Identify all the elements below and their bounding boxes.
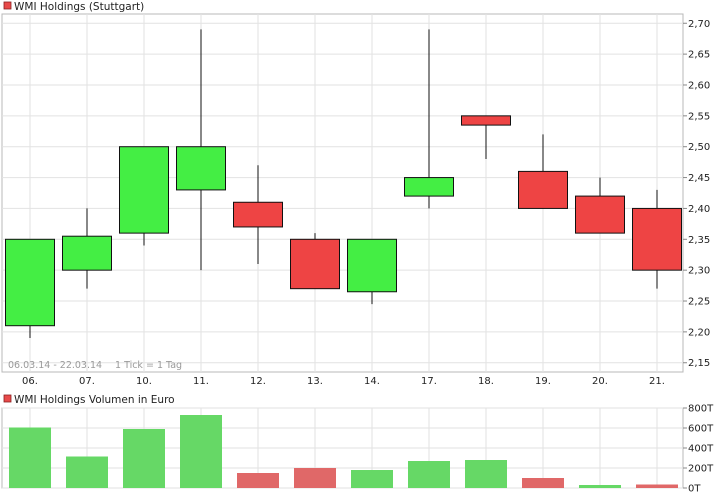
volume-bar	[522, 478, 564, 488]
volume-bar	[180, 415, 222, 488]
volume-bar	[66, 456, 108, 488]
candle-body	[5, 238, 55, 327]
price-x-tick-label: 13.	[307, 376, 323, 387]
price-grid	[2, 14, 683, 372]
price-legend-swatch	[3, 1, 12, 10]
price-y-tick-label: 2,60	[688, 80, 710, 91]
candle-body	[461, 115, 511, 126]
candle-body	[404, 177, 454, 197]
candle-body	[290, 238, 340, 290]
price-panel: 2,15 2,20 2,25 2,30 2,35 2,40 2,45 2,50 2,55 2,60…	[1, 13, 710, 387]
volume-y-tick-label: 800T	[688, 404, 714, 415]
price-x-axis: 06. 07. 10. 11. 12. 13. 14. 17. 18. 19. 20. 21.	[22, 376, 665, 387]
price-y-tick-label: 2,20	[688, 327, 710, 338]
price-x-tick-label: 12.	[250, 376, 266, 387]
volume-bar	[351, 470, 393, 488]
price-x-tick-label: 14.	[364, 376, 380, 387]
price-candles	[5, 29, 682, 339]
volume-y-tick-label: 200T	[688, 464, 714, 475]
price-x-tick-label: 17.	[421, 376, 437, 387]
price-y-tick-label: 2,45	[688, 173, 710, 184]
volume-bars	[9, 415, 678, 488]
volume-legend-swatch	[3, 394, 12, 403]
candle-body	[233, 201, 283, 228]
price-y-tick-label: 2,65	[688, 50, 710, 61]
volume-y-tick-label: 600T	[688, 424, 714, 435]
candle-body	[62, 235, 112, 271]
price-y-tick-label: 2,35	[688, 235, 710, 246]
volume-bar	[123, 429, 165, 488]
price-x-tick-label: 11.	[193, 376, 209, 387]
price-y-tick-label: 2,30	[688, 266, 710, 277]
date-range-label: 06.03.14 - 22.03.14	[8, 360, 102, 371]
volume-bar	[465, 460, 507, 488]
volume-grid	[2, 407, 683, 489]
price-y-tick-label: 2,55	[688, 111, 710, 122]
volume-bar	[294, 468, 336, 488]
price-chart-title: WMI Holdings (Stuttgart)	[14, 1, 144, 13]
candle-body	[119, 146, 169, 234]
price-x-tick-label: 21.	[649, 376, 665, 387]
volume-bar	[237, 473, 279, 488]
price-x-tick-label: 06.	[22, 376, 38, 387]
tick-info-label: 1 Tick = 1 Tag	[115, 360, 182, 371]
price-plot-frame	[1, 13, 684, 373]
price-x-tick-label: 18.	[478, 376, 494, 387]
price-x-tick-label: 10.	[136, 376, 152, 387]
volume-bar	[579, 485, 621, 488]
price-y-tick-label: 2,15	[688, 358, 710, 369]
price-x-tick-label: 07.	[79, 376, 95, 387]
volume-bar	[408, 461, 450, 488]
candle-body	[347, 238, 397, 293]
price-y-tick-label: 2,70	[688, 19, 710, 30]
candle-body	[575, 195, 625, 234]
price-y-tick-label: 2,40	[688, 204, 710, 215]
price-y-tick-label: 2,50	[688, 142, 710, 153]
volume-chart-title: WMI Holdings Volumen in Euro	[14, 394, 175, 406]
volume-y-axis: 0T 200T 400T 600T 800T	[683, 404, 714, 495]
candle-body	[632, 207, 682, 271]
volume-panel: 0T 200T 400T 600T 800T	[1, 404, 714, 495]
price-y-axis: 2,15 2,20 2,25 2,30 2,35 2,40 2,45 2,50 2,55 2,60…	[683, 19, 710, 369]
price-x-tick-label: 19.	[535, 376, 551, 387]
volume-y-tick-label: 0T	[688, 484, 701, 495]
candle-body	[518, 170, 568, 209]
price-y-tick-label: 2,25	[688, 297, 710, 308]
volume-bar	[9, 427, 51, 488]
volume-bar	[636, 484, 678, 488]
price-x-tick-label: 20.	[592, 376, 608, 387]
candle-body	[176, 146, 226, 191]
volume-y-tick-label: 400T	[688, 444, 714, 455]
